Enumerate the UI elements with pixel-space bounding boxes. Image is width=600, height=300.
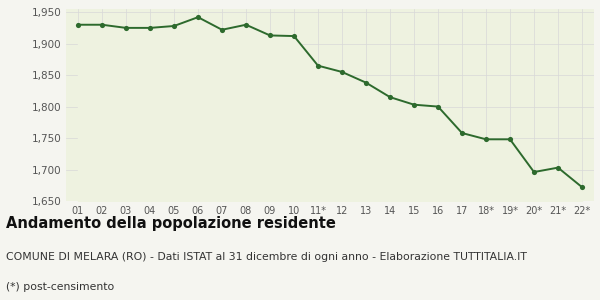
Point [97, 22, 107, 27]
Point [217, 27, 227, 32]
Point [337, 70, 347, 74]
Point [385, 95, 395, 100]
Text: Andamento della popolazione residente: Andamento della popolazione residente [6, 216, 336, 231]
Point [169, 24, 179, 28]
Point [433, 104, 443, 109]
Point [409, 102, 419, 107]
Point [505, 137, 515, 142]
Point [73, 22, 83, 27]
Point [361, 80, 371, 85]
Point [553, 165, 563, 170]
Point [529, 169, 539, 174]
Point [145, 26, 155, 30]
Point [577, 185, 587, 190]
Text: COMUNE DI MELARA (RO) - Dati ISTAT al 31 dicembre di ogni anno - Elaborazione TU: COMUNE DI MELARA (RO) - Dati ISTAT al 31… [6, 252, 527, 262]
Point [241, 22, 251, 27]
Point [121, 26, 131, 30]
Point [193, 15, 203, 20]
Point [265, 33, 275, 38]
Point [457, 130, 467, 135]
Point [481, 137, 491, 142]
Text: (*) post-censimento: (*) post-censimento [6, 282, 114, 292]
Point [289, 34, 299, 38]
Point [313, 63, 323, 68]
